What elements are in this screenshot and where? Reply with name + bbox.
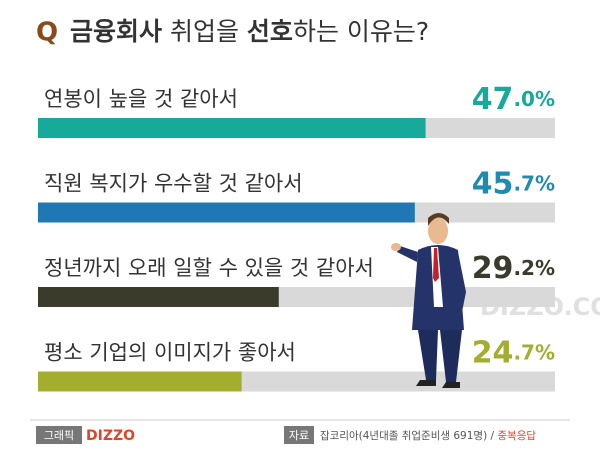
category-label: 평소 기업의 이미지가 좋아서 — [44, 341, 296, 365]
bar — [38, 118, 426, 138]
businessman-illustration — [391, 213, 466, 388]
value-label: 47.0% — [472, 82, 555, 117]
value-label-part: 47 — [472, 82, 514, 117]
value-label: 45.7% — [472, 166, 555, 201]
source: 잡코리아(4년대졸 취업준비생 691명) / 중복응답 — [320, 429, 536, 442]
title-part: 선호 — [247, 17, 293, 46]
category-label: 정년까지 오래 일할 수 있을 것 같아서 — [44, 256, 374, 280]
source-tag: 자료 — [289, 429, 309, 442]
value-label-part: .7% — [513, 340, 555, 364]
value-label-part: 45 — [472, 166, 514, 201]
chart-title: 금융회사 취업을 선호하는 이유는? — [70, 17, 429, 46]
value-label-part: .2% — [513, 256, 555, 280]
graphic-tag-box — [36, 426, 82, 444]
source-tag-box — [284, 426, 314, 444]
source-text: 잡코리아(4년대졸 취업준비생 691명) / — [320, 429, 497, 442]
value-label-part: 24 — [472, 335, 514, 370]
title-part: 하는 이유는? — [293, 17, 429, 46]
source-note: 중복응답 — [497, 430, 536, 442]
title-part: 금융회사 — [70, 17, 162, 46]
value-label: 29.2% — [472, 251, 555, 286]
bar — [38, 371, 242, 392]
title-marker: Q — [36, 18, 58, 48]
title-part: 취업을 — [162, 17, 247, 46]
brand: DIZZO — [86, 428, 135, 444]
bar — [38, 202, 415, 223]
value-label-part: 29 — [472, 251, 514, 286]
graphic-tag: 그래픽 — [44, 429, 74, 442]
value-label-part: .7% — [513, 171, 555, 195]
bar — [38, 287, 279, 307]
value-label-part: .0% — [513, 87, 555, 111]
category-label: 직원 복지가 우수할 것 같아서 — [44, 172, 303, 196]
value-label: 24.7% — [472, 335, 555, 370]
category-label: 연봉이 높을 것 같아서 — [44, 87, 238, 111]
